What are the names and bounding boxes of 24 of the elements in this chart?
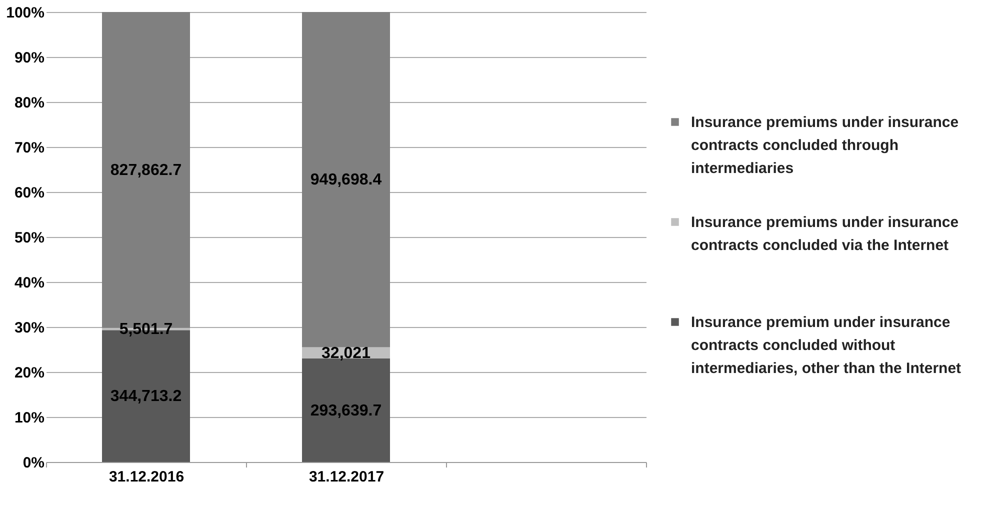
y-tick-label: 30%	[14, 320, 44, 336]
annotation: 827,862.7	[110, 162, 182, 179]
y-tick-label: 80%	[14, 94, 44, 112]
bar	[302, 12, 390, 348]
y-tick-label: 40%	[14, 274, 44, 292]
annotation: 32,021	[322, 344, 371, 362]
legend-label: Insurance premium under insurance contracts concluded without intermediaries, other than the Internet	[691, 314, 962, 377]
x-tick-label: 31.12.2016	[108, 468, 184, 486]
y-tick-label: 90%	[14, 50, 44, 66]
y-tick-label: 0%	[22, 454, 44, 472]
annotation: 293,639.7	[310, 402, 382, 420]
annotation: 5,501.7	[119, 321, 173, 338]
y-tick-label: 20%	[14, 364, 44, 382]
y-tick-label: 50%	[14, 230, 44, 246]
y-tick-label: 100%	[6, 4, 44, 22]
y-tick-label: 70%	[14, 140, 44, 156]
x-tick-label: 31.12.2017	[308, 468, 384, 486]
legend-label: Insurance premiums under insurance contracts concluded via the Internet	[691, 214, 959, 254]
annotation: 949,698.4	[310, 172, 382, 189]
annotation: 344,713.2	[110, 388, 182, 406]
y-tick-label: 60%	[14, 184, 44, 202]
y-tick-label: 10%	[14, 410, 44, 426]
legend-label: Insurance premiums under insurance contracts concluded through intermediaries	[691, 114, 959, 177]
bar	[302, 358, 390, 462]
